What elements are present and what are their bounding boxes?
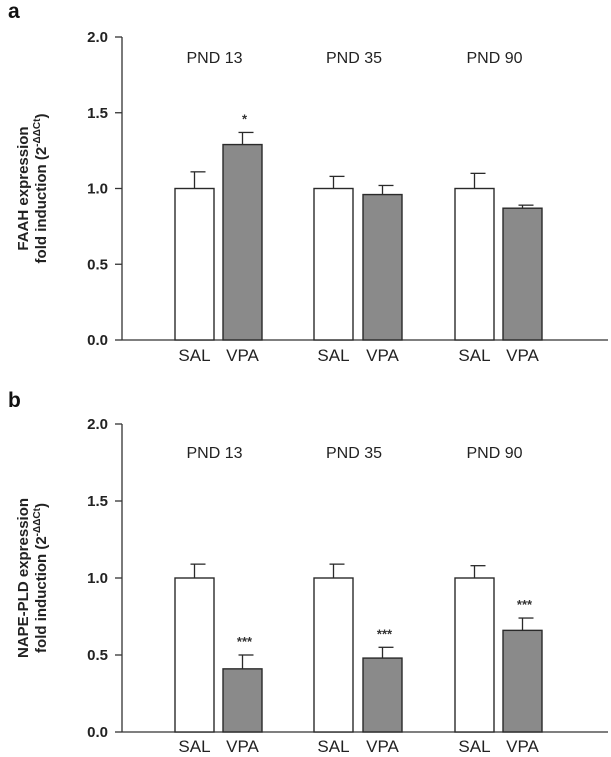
category-label: SAL xyxy=(458,737,490,756)
y-tick-label: 0.0 xyxy=(87,724,108,741)
significance-marker: *** xyxy=(237,634,253,649)
panel-letter: a xyxy=(8,0,20,23)
y-axis-label-line1: FAAH expression xyxy=(15,126,32,250)
significance-marker: * xyxy=(242,111,248,126)
bar-sal xyxy=(174,577,215,733)
bar-vpa xyxy=(362,657,403,733)
y-axis-label-superscript: -ΔΔCt xyxy=(32,118,43,147)
y-axis-label-line1: NAPE-PLD expression xyxy=(15,498,32,658)
category-label: VPA xyxy=(226,737,259,756)
category-label: VPA xyxy=(366,346,399,365)
y-tick-label: 2.0 xyxy=(87,29,108,46)
group-label: PND 35 xyxy=(326,50,382,67)
panel-a: a 0.0 0.5 1.0 1.5 2.0 FAAH expression fold indu… xyxy=(8,0,608,365)
bar-vpa xyxy=(502,629,543,733)
group-label: PND 35 xyxy=(326,445,382,462)
bar-vpa xyxy=(362,193,403,341)
y-axis-label-line2: fold induction (2-ΔΔCt) xyxy=(32,114,50,264)
category-label: VPA xyxy=(226,346,259,365)
bar-vpa xyxy=(222,143,263,341)
panel-letter: b xyxy=(8,389,21,412)
y-axis-label-prefix: fold induction (2 xyxy=(33,536,50,653)
category-label: VPA xyxy=(506,346,539,365)
y-tick-label: 1.5 xyxy=(87,493,108,510)
bar-vpa xyxy=(502,207,543,341)
y-tick-label: 1.0 xyxy=(87,181,108,198)
category-label: SAL xyxy=(178,346,210,365)
group-label: PND 13 xyxy=(186,445,242,462)
bar-sal xyxy=(313,577,354,733)
bar-sal xyxy=(313,187,354,341)
y-tick-label: 0.0 xyxy=(87,332,108,349)
y-tick-label: 0.5 xyxy=(87,256,108,273)
y-tick-label: 1.5 xyxy=(87,105,108,122)
y-axis-label-superscript: -ΔΔCt xyxy=(32,507,43,536)
category-label: SAL xyxy=(317,346,349,365)
category-label: SAL xyxy=(317,737,349,756)
bar-sal xyxy=(454,187,495,341)
significance-marker: *** xyxy=(517,597,533,612)
y-axis-label-suffix: ) xyxy=(33,503,50,508)
bar-sal xyxy=(454,577,495,733)
group-label: PND 90 xyxy=(466,50,522,67)
significance-marker: *** xyxy=(377,626,393,641)
category-label: SAL xyxy=(178,737,210,756)
group-label: PND 90 xyxy=(466,445,522,462)
category-label: VPA xyxy=(366,737,399,756)
y-axis-label-prefix: fold induction (2 xyxy=(33,147,50,264)
category-label: SAL xyxy=(458,346,490,365)
y-tick-label: 2.0 xyxy=(87,416,108,433)
bar-vpa xyxy=(222,668,263,733)
y-axis-label-suffix: ) xyxy=(33,114,50,119)
category-label: VPA xyxy=(506,737,539,756)
panel-b: b 0.0 0.5 1.0 1.5 2.0 NAPE-PLD expression fold … xyxy=(8,389,608,756)
y-tick-label: 0.5 xyxy=(87,647,108,664)
bar-sal xyxy=(174,187,215,341)
y-axis-label-line2: fold induction (2-ΔΔCt) xyxy=(32,503,50,653)
y-tick-label: 1.0 xyxy=(87,570,108,587)
group-label: PND 13 xyxy=(186,50,242,67)
